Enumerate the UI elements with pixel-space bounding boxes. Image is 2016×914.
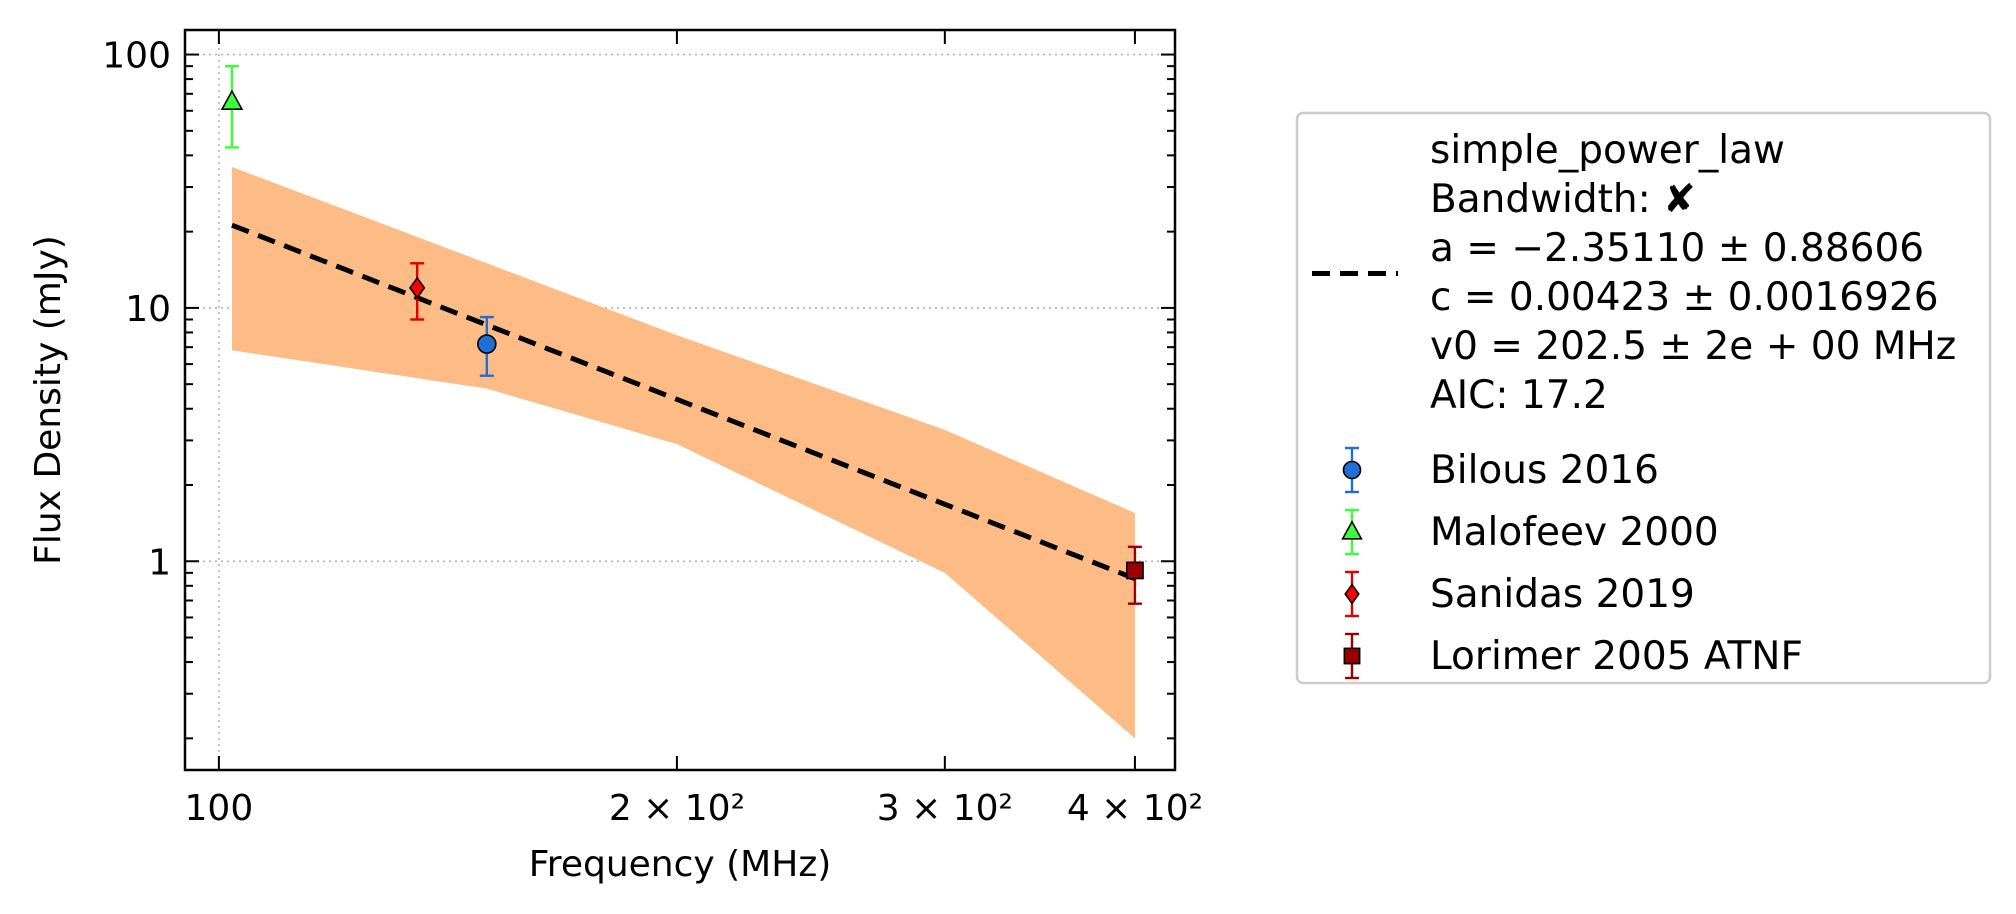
- legend-entry: Lorimer 2005 ATNF: [1343, 632, 1803, 680]
- marker-diamond: [1344, 583, 1360, 605]
- data-point: [477, 315, 497, 377]
- marker-triangle: [1341, 520, 1363, 540]
- marker-square: [1343, 647, 1361, 665]
- x-tick-label: 4 × 10²: [1067, 788, 1203, 829]
- legend-entry-label: Lorimer 2005 ATNF: [1430, 634, 1803, 679]
- marker-triangle: [220, 89, 244, 110]
- legend-box: [1295, 111, 1992, 685]
- legend-fit-line: a = −2.35110 ± 0.88606: [1430, 226, 1924, 271]
- legend-entry: Malofeev 2000: [1341, 508, 1719, 556]
- legend-fit-line: c = 0.00423 ± 0.0016926: [1430, 275, 1939, 320]
- axes-frame: [183, 28, 1177, 772]
- legend-entry: Bilous 2016: [1342, 446, 1659, 494]
- data-points: [220, 64, 1144, 605]
- y-axis-label: Flux Density (mJy): [28, 235, 69, 565]
- confidence-band: [231, 166, 1135, 739]
- fit-line: [231, 222, 1136, 581]
- legend-entry-label: Malofeev 2000: [1430, 510, 1719, 555]
- data-point: [409, 262, 426, 321]
- y-tick-label: 100: [102, 36, 171, 77]
- legend-fit-line: simple_power_law: [1430, 128, 1785, 173]
- legend-fit-line: Bandwidth: ✘: [1430, 177, 1696, 222]
- data-point: [1126, 545, 1144, 605]
- x-tick-label: 2 × 10²: [609, 788, 745, 829]
- x-tick-label: 3 × 10²: [877, 788, 1013, 829]
- marker-circle: [477, 334, 497, 354]
- legend-fit-line: v0 = 202.5 ± 2e + 00 MHz: [1430, 324, 1956, 369]
- legend-entry: Sanidas 2019: [1344, 570, 1695, 618]
- x-tick-label: 100: [185, 788, 254, 829]
- legend-entry-label: Bilous 2016: [1430, 448, 1659, 493]
- data-point: [220, 64, 244, 149]
- fit-line-path: [231, 222, 1136, 581]
- marker-diamond: [409, 276, 426, 300]
- marker-square: [1126, 561, 1144, 580]
- legend-entry-label: Sanidas 2019: [1430, 572, 1695, 617]
- marker-circle: [1342, 460, 1362, 480]
- axis-ticks: 100 2 × 10² 3 × 10² 4 × 10² 1 10 100: [102, 30, 1203, 829]
- y-tick-label: 1: [148, 542, 171, 583]
- y-tick-label: 10: [125, 289, 171, 330]
- legend-fit-line: AIC: 17.2: [1430, 373, 1608, 418]
- confidence-band-area: [231, 166, 1135, 739]
- x-axis-label: Frequency (MHz): [529, 844, 832, 885]
- plot-area: 100 2 × 10² 3 × 10² 4 × 10² 1 10 100: [102, 28, 1203, 829]
